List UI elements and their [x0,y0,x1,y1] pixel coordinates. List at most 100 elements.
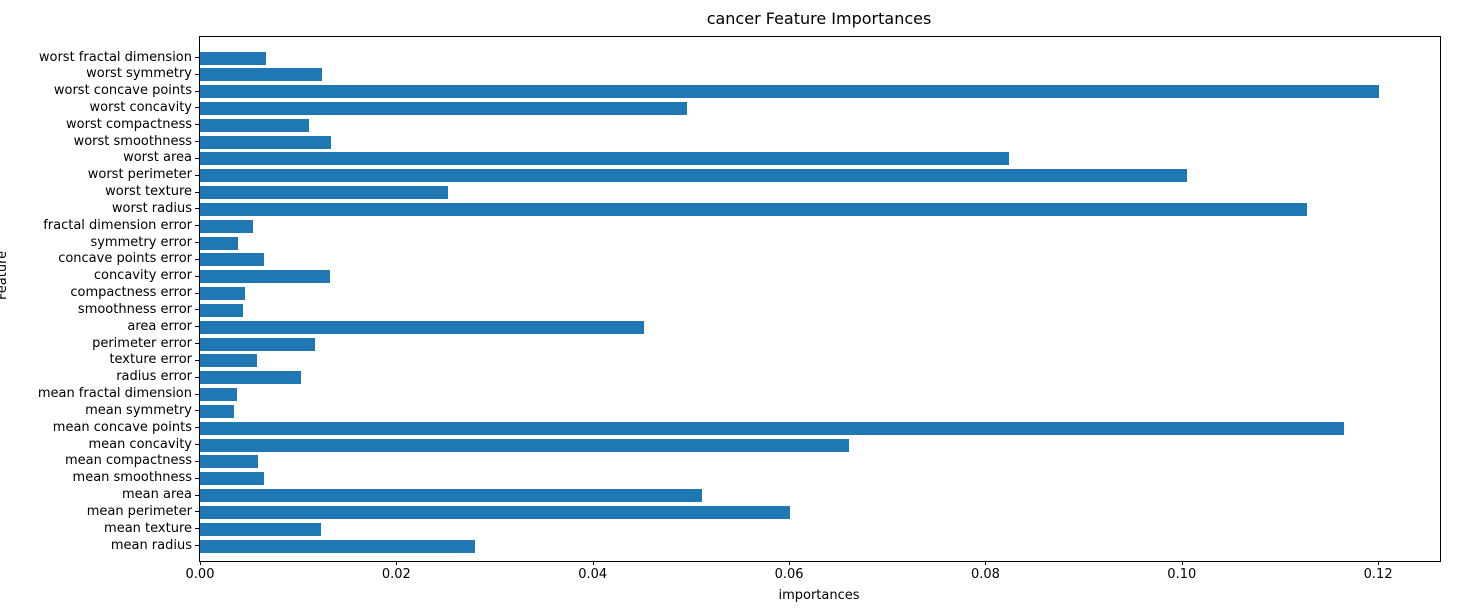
y-tick-mark [195,343,199,345]
bar-radius-error [200,371,302,385]
y-tick-mark [195,309,199,311]
x-tick-label: 0.12 [1363,567,1393,582]
y-tick-label: mean symmetry [85,402,192,418]
bar-fractal-dimension-error [200,219,254,233]
y-tick-label: mean concave points [52,419,192,435]
bar-worst-concave-points [200,85,1380,99]
y-tick-mark [195,326,199,328]
bar-worst-concavity [200,101,687,115]
x-tick-mark [1181,561,1183,565]
y-tick-mark [195,376,199,378]
bar-mean-fractal-dimension [200,388,238,402]
y-tick-label: worst symmetry [86,66,192,82]
bar-mean-symmetry [200,404,235,418]
y-tick-mark [195,545,199,546]
x-tick-label: 0.02 [381,567,411,582]
bar-smoothness-error [200,303,244,317]
x-tick-mark [985,561,987,565]
chart-title: cancer Feature Importances [706,9,932,28]
y-tick-mark [195,90,199,92]
x-tick-label: 0.06 [774,567,804,582]
bar-worst-area [200,152,1009,166]
y-tick-label: fractal dimension error [43,217,192,233]
bar-worst-fractal-dimension [200,51,266,65]
bar-mean-perimeter [200,505,791,519]
y-tick-label: area error [127,318,192,334]
y-tick-label: mean perimeter [86,503,192,519]
y-tick-label: mean texture [104,520,192,536]
bar-worst-perimeter [200,169,1187,183]
y-tick-label: smoothness error [77,301,192,317]
bar-mean-concave-points [200,421,1344,435]
y-tick-label: mean radius [110,537,192,553]
y-tick-label: perimeter error [92,335,192,351]
y-tick-label: symmetry error [90,234,192,250]
y-tick-label: mean area [122,487,192,503]
bar-mean-area [200,489,702,503]
bar-worst-smoothness [200,135,331,149]
y-tick-mark [195,141,199,143]
y-tick-label: concave points error [58,251,192,267]
x-tick-label: 0.04 [578,567,608,582]
y-tick-mark [195,292,199,294]
y-tick-mark [195,57,199,58]
bar-worst-compactness [200,118,309,132]
y-tick-mark [195,174,199,176]
x-tick-mark [789,561,791,565]
y-tick-mark [195,528,199,530]
y-tick-mark [195,275,199,277]
y-tick-mark [195,208,199,210]
bar-concave-points-error [200,253,264,267]
x-axis-label: importances [778,588,860,603]
y-tick-label: concavity error [93,268,192,284]
y-tick-mark [195,73,199,75]
y-tick-labels: worst fractal dimension worst symmetry wor… [0,0,192,612]
bar-mean-concavity [200,438,849,452]
x-tick-label: 0.00 [185,567,215,582]
y-tick-label: mean compactness [64,453,192,469]
y-tick-mark [195,410,199,412]
x-tick-mark [1378,561,1380,565]
y-tick-label: mean smoothness [72,470,192,486]
y-tick-label: mean fractal dimension [37,386,192,402]
y-tick-label: worst texture [105,184,192,200]
y-tick-label: worst compactness [66,116,192,132]
y-tick-label: texture error [109,352,192,368]
y-tick-mark [195,427,199,429]
y-tick-label: worst fractal dimension [38,49,192,65]
y-tick-mark [195,460,199,462]
bar-mean-texture [200,522,321,536]
y-tick-label: radius error [116,369,192,385]
bar-mean-radius [200,539,475,553]
y-tick-mark [195,444,199,446]
y-tick-mark [195,107,199,109]
y-tick-label: compactness error [70,285,192,301]
bar-mean-smoothness [200,472,264,486]
x-tick-mark [396,561,398,565]
bar-symmetry-error [200,236,239,250]
bar-worst-symmetry [200,68,322,82]
x-tick-mark [592,561,594,565]
bar-worst-radius [200,202,1308,216]
bar-concavity-error [200,270,330,284]
y-tick-mark [195,359,199,361]
x-tick-label: 0.10 [1167,567,1197,582]
y-tick-mark [195,393,199,395]
y-tick-label: worst concave points [53,83,192,99]
y-tick-label: worst perimeter [87,167,192,183]
y-tick-mark [195,157,199,159]
bar-area-error [200,320,644,334]
y-tick-mark [195,124,199,126]
y-tick-label: worst radius [111,200,192,216]
y-tick-mark [195,258,199,260]
bar-texture-error [200,354,257,368]
y-tick-mark [195,242,199,244]
y-tick-label: worst concavity [89,99,192,115]
plot-area [199,36,1441,562]
y-tick-mark [195,494,199,496]
bar-mean-compactness [200,455,258,469]
bar-perimeter-error [200,337,315,351]
y-tick-mark [195,191,199,193]
x-tick-mark [200,561,201,565]
